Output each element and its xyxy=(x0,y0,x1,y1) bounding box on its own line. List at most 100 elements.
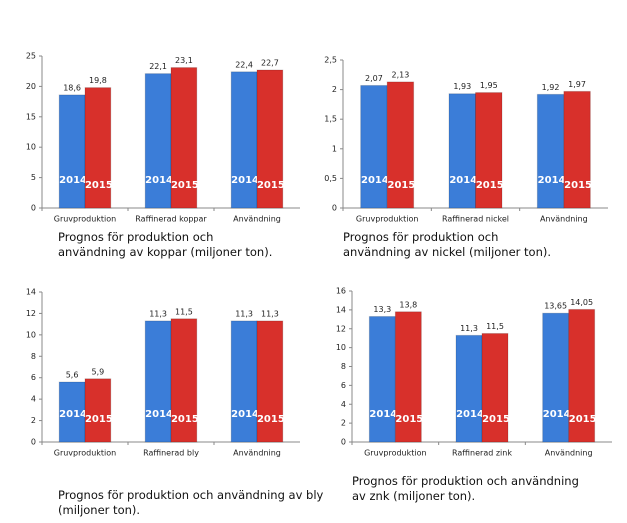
value-label: 5,6 xyxy=(66,371,79,380)
value-label: 11,3 xyxy=(235,309,253,318)
series-label: 2015 xyxy=(482,414,510,425)
y-tick-label: 0 xyxy=(332,204,337,213)
bar xyxy=(230,71,258,209)
bar xyxy=(170,318,198,443)
y-tick-label: 1,5 xyxy=(324,115,337,124)
value-label: 1,93 xyxy=(453,82,471,91)
value-label: 22,4 xyxy=(235,60,253,69)
y-tick-label: 16 xyxy=(336,287,346,296)
value-label: 13,8 xyxy=(399,300,417,309)
series-label: 2015 xyxy=(257,180,285,191)
y-tick-label: 8 xyxy=(341,362,346,371)
series-label: 2014 xyxy=(538,175,566,186)
caption: Prognos för produktion och användning av… xyxy=(352,474,579,503)
y-tick-label: 15 xyxy=(26,112,36,121)
bar xyxy=(144,73,172,209)
bar xyxy=(568,308,596,443)
bar xyxy=(58,381,86,443)
bar xyxy=(475,92,503,209)
bar xyxy=(394,311,422,443)
x-tick-label: Användning xyxy=(233,215,281,224)
bar xyxy=(386,81,415,209)
value-label: 2,07 xyxy=(365,74,383,83)
x-tick-label: Raffinerad zink xyxy=(452,449,512,458)
value-label: 5,9 xyxy=(92,367,105,376)
series-label: 2014 xyxy=(231,409,259,420)
series-label: 2015 xyxy=(569,414,597,425)
bar xyxy=(84,87,112,209)
series-label: 2014 xyxy=(59,175,87,186)
y-tick-label: 10 xyxy=(26,330,36,339)
y-tick-label: 0 xyxy=(31,438,36,447)
value-label: 1,97 xyxy=(568,80,586,89)
y-tick-label: 0 xyxy=(341,438,346,447)
bar xyxy=(448,93,476,209)
series-label: 2014 xyxy=(231,175,259,186)
series-label: 2014 xyxy=(59,409,87,420)
caption: Prognos för produktion och användning av… xyxy=(58,488,324,517)
series-label: 2014 xyxy=(449,175,477,186)
x-tick-label: Gruvproduktion xyxy=(54,449,116,458)
value-label: 2,13 xyxy=(392,70,410,79)
x-tick-label: Gruvproduktion xyxy=(364,449,426,458)
bar xyxy=(256,320,284,443)
bar xyxy=(368,315,396,443)
series-label: 2014 xyxy=(369,409,397,420)
value-label: 14,05 xyxy=(570,298,593,307)
value-label: 1,92 xyxy=(542,83,560,92)
value-label: 1,95 xyxy=(480,81,498,90)
series-label: 2015 xyxy=(257,414,285,425)
series-label: 2014 xyxy=(145,409,173,420)
y-tick-label: 2,5 xyxy=(324,56,337,65)
value-label: 18,6 xyxy=(63,83,81,92)
x-tick-label: Gruvproduktion xyxy=(54,215,116,224)
y-tick-label: 4 xyxy=(31,395,36,404)
y-tick-label: 4 xyxy=(341,400,346,409)
y-tick-label: 25 xyxy=(26,52,36,61)
y-tick-label: 2 xyxy=(332,85,337,94)
series-label: 2015 xyxy=(387,180,415,191)
y-tick-label: 5 xyxy=(31,173,36,182)
value-label: 11,5 xyxy=(486,322,504,331)
series-label: 2015 xyxy=(85,414,113,425)
bar xyxy=(481,332,509,443)
series-label: 2015 xyxy=(564,180,592,191)
series-label: 2014 xyxy=(361,175,389,186)
y-tick-label: 8 xyxy=(31,352,36,361)
series-label: 2015 xyxy=(171,180,199,191)
series-label: 2015 xyxy=(171,414,199,425)
y-tick-label: 10 xyxy=(336,343,346,352)
x-tick-label: Användning xyxy=(545,449,593,458)
value-label: 23,1 xyxy=(175,56,193,65)
y-tick-label: 10 xyxy=(26,143,36,152)
y-tick-label: 12 xyxy=(26,309,36,318)
y-tick-label: 12 xyxy=(336,324,346,333)
x-tick-label: Användning xyxy=(540,215,588,224)
bar xyxy=(360,84,388,209)
y-tick-label: 0 xyxy=(31,204,36,213)
series-label: 2014 xyxy=(543,409,571,420)
value-label: 19,8 xyxy=(89,76,107,85)
series-label: 2015 xyxy=(85,180,113,191)
value-label: 11,5 xyxy=(175,307,193,316)
y-tick-label: 6 xyxy=(341,381,346,390)
bar xyxy=(230,320,258,443)
value-label: 22,1 xyxy=(149,62,167,71)
bar xyxy=(170,67,198,209)
series-label: 2015 xyxy=(395,414,423,425)
y-tick-label: 14 xyxy=(336,305,346,314)
caption: Prognos för produktion och användning av… xyxy=(343,230,552,259)
bar xyxy=(536,93,565,209)
value-label: 11,3 xyxy=(261,309,279,318)
caption: Prognos för produktion och användning av… xyxy=(58,230,273,259)
y-tick-label: 0,5 xyxy=(324,174,337,183)
bar xyxy=(542,312,570,443)
value-label: 11,3 xyxy=(460,324,478,333)
value-label: 13,65 xyxy=(544,302,567,311)
bar xyxy=(84,378,112,443)
x-tick-label: Raffinerad nickel xyxy=(442,215,509,224)
x-tick-label: Användning xyxy=(233,449,281,458)
bar xyxy=(144,320,172,443)
y-tick-label: 2 xyxy=(31,416,36,425)
